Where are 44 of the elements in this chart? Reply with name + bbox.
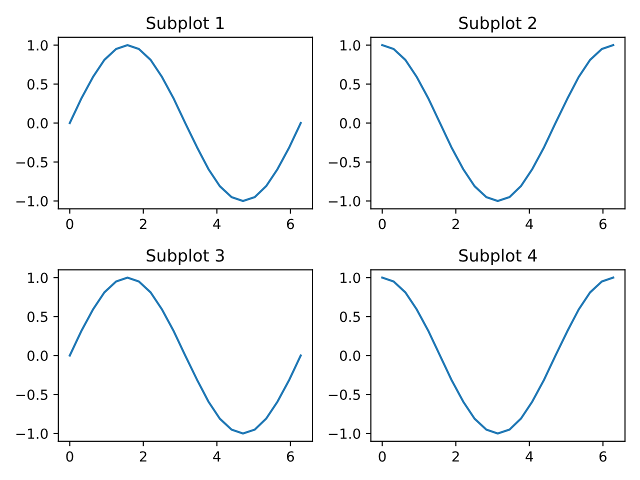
y-tick-label: 0.5 [340, 79, 360, 90]
y-tick-label: −1.0 [16, 196, 48, 206]
x-tick-label: 2 [452, 451, 459, 462]
x-tick-label: 2 [140, 218, 146, 230]
y-tick-label: 1.0 [28, 272, 48, 284]
x-tick-label: 2 [140, 451, 146, 462]
y-tick-label: 0.5 [27, 79, 48, 90]
x-tick-label: 4 [213, 218, 221, 230]
x-tick-label: 6 [599, 218, 606, 230]
x-tick-label: 6 [286, 451, 294, 462]
y-tick-label: 0.5 [27, 312, 48, 322]
y-tick-label: −0.5 [16, 389, 48, 400]
chart-title: Subplot 4 [459, 248, 537, 265]
y-tick-label: −1.0 [16, 428, 48, 439]
y-tick-label: 1.0 [340, 272, 360, 284]
x-tick-label: 4 [526, 218, 534, 230]
y-tick-label: 0.0 [340, 118, 360, 129]
y-tick-label: 1.0 [340, 40, 360, 51]
y-tick-label: 0.0 [27, 350, 48, 362]
y-tick-label: −1.0 [328, 428, 360, 439]
line-series [68, 44, 302, 202]
x-tick-label: 0 [378, 218, 386, 230]
x-tick-label: 6 [599, 451, 606, 462]
chart-title: Subplot 1 [146, 16, 224, 32]
line-series [381, 44, 614, 202]
y-tick-label: −0.5 [16, 156, 48, 168]
y-tick-label: 0.5 [340, 312, 360, 322]
y-tick-label: 1.0 [28, 40, 48, 51]
x-tick-label: 4 [526, 451, 534, 462]
line-series [381, 276, 614, 435]
x-tick-label: 0 [66, 218, 74, 230]
x-tick-label: 4 [213, 451, 221, 462]
y-tick-label: −0.5 [328, 156, 360, 168]
y-tick-label: 0.0 [27, 118, 48, 129]
line-series [68, 276, 302, 435]
x-tick-label: 2 [452, 218, 459, 230]
x-tick-label: 0 [378, 451, 386, 462]
chart-title: Subplot 2 [459, 16, 536, 32]
y-tick-label: 0.0 [340, 350, 360, 362]
chart-title: Subplot 3 [146, 248, 224, 265]
y-tick-label: −0.5 [328, 389, 360, 400]
y-tick-label: −1.0 [328, 196, 360, 206]
x-tick-label: 0 [66, 451, 74, 462]
x-tick-label: 6 [286, 218, 294, 230]
